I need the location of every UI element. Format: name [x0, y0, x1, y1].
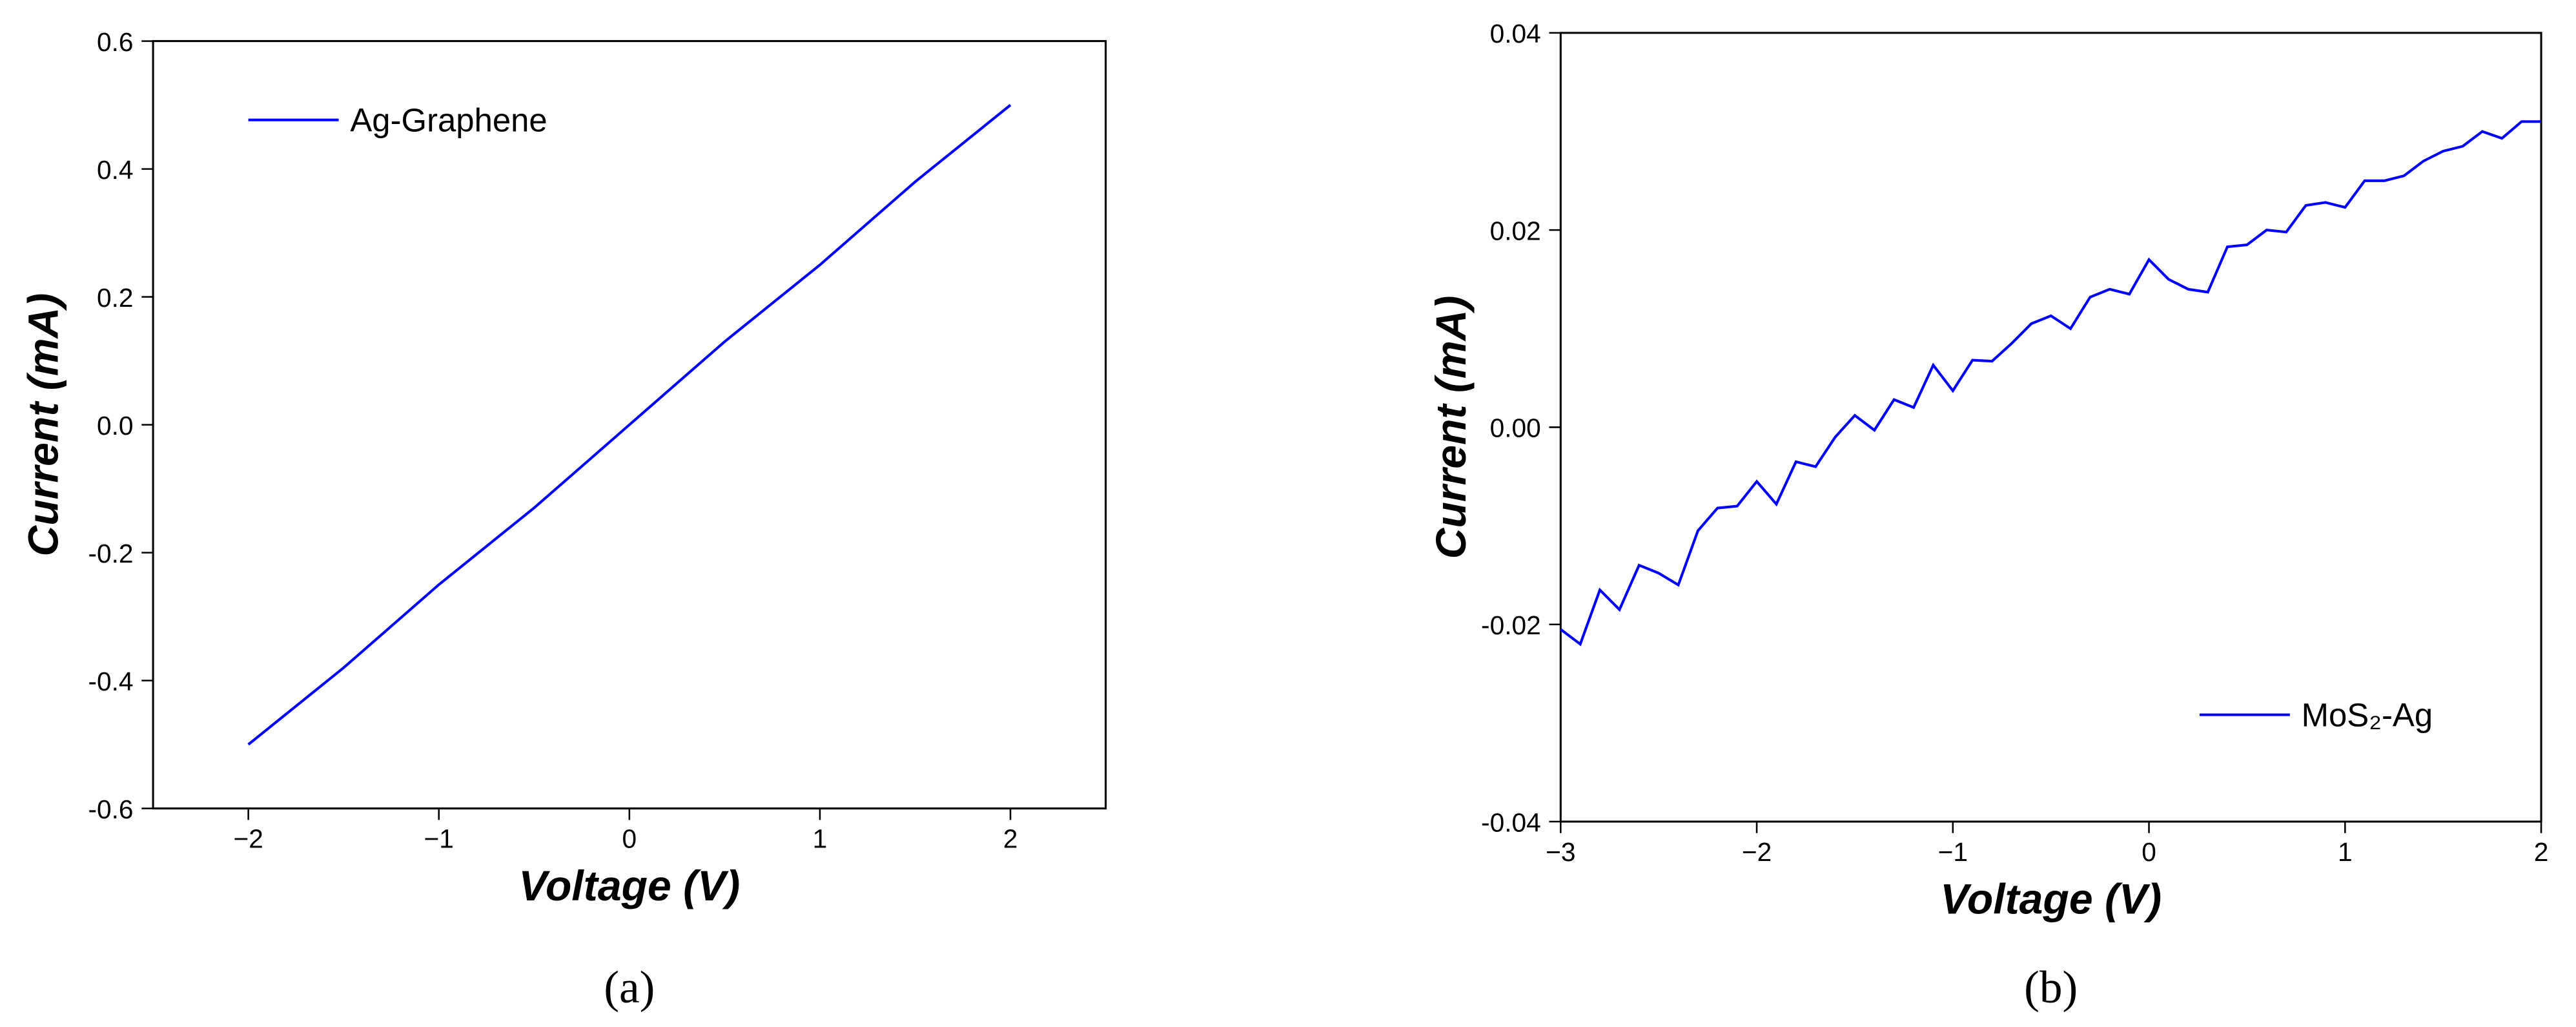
x-tick-label: −1 — [1938, 837, 1968, 867]
x-tick-label: 1 — [813, 824, 828, 854]
chart-panel: −3 −2 −1 0 1 2 -0.04 -0.02 0.00 0.02 0.04 Voltage (… — [1427, 19, 2549, 1013]
chart-panel: −2 −1 0 1 2 -0.6 -0.4 -0.2 0.0 0.2 0.4 0.6 Voltage (… — [20, 27, 1107, 1013]
x-tick-label: −3 — [1546, 837, 1575, 867]
y-tick-label: 0.02 — [1490, 216, 1541, 245]
data-line — [1560, 120, 2542, 647]
y-tick-label: -0.04 — [1481, 807, 1541, 837]
x-tick-label: 1 — [2338, 837, 2353, 867]
y-tick-label: 0.0 — [97, 411, 134, 441]
x-axis-title: Voltage (V) — [1940, 875, 2162, 923]
y-tick-label: 0.04 — [1490, 19, 1541, 48]
y-tick-label: -0.4 — [88, 667, 133, 696]
data-line — [247, 104, 1012, 746]
y-tick-label: 0.6 — [97, 27, 134, 57]
y-tick-label: -0.2 — [88, 539, 133, 568]
x-tick-label: −2 — [233, 824, 263, 854]
y-tick-label: 0.2 — [97, 283, 134, 313]
legend-label: Ag-Graphene — [350, 102, 547, 139]
legend-label: MoS₂-Ag — [2302, 696, 2433, 733]
y-axis-title: Current (mA) — [20, 293, 68, 557]
panel-label: (b) — [2024, 962, 2078, 1013]
x-tick-label: 2 — [2534, 837, 2549, 867]
x-tick-label: 2 — [1003, 824, 1018, 854]
y-tick-label: 0.00 — [1490, 413, 1541, 443]
x-tick-label: −1 — [424, 824, 454, 854]
x-axis-title: Voltage (V) — [518, 862, 740, 910]
panel-label: (a) — [604, 962, 655, 1013]
x-tick-label: 0 — [2142, 837, 2156, 867]
y-tick-label: -0.02 — [1481, 610, 1541, 640]
y-tick-label: -0.6 — [88, 794, 133, 824]
y-tick-label: 0.4 — [97, 155, 134, 185]
y-axis-title: Current (mA) — [1427, 296, 1475, 559]
x-tick-label: −2 — [1742, 837, 1772, 867]
x-tick-label: 0 — [622, 824, 637, 854]
